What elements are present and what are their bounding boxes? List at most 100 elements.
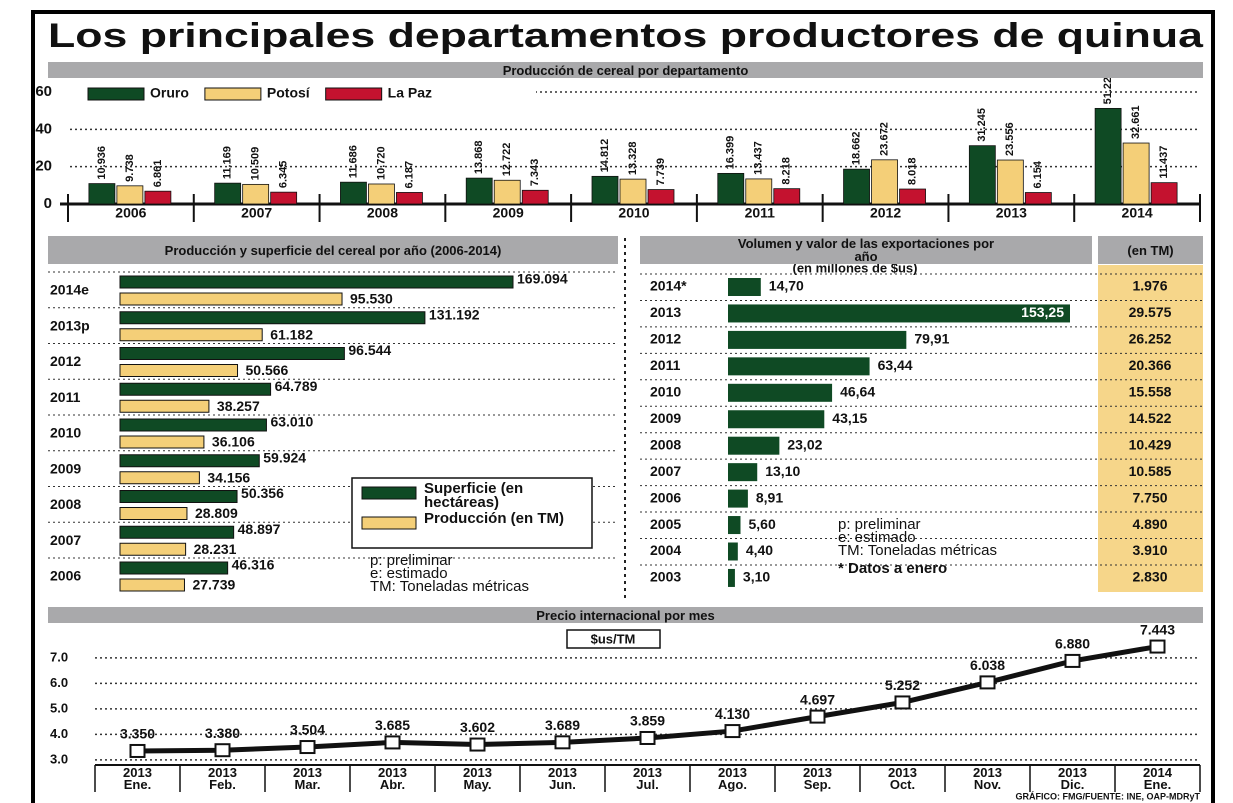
bar <box>728 278 761 296</box>
y-tick-label: 2010 <box>50 425 81 441</box>
value-label: 96.544 <box>348 342 391 358</box>
table-cell: 2.830 <box>1132 569 1167 585</box>
value-label: 6.880 <box>1055 636 1090 652</box>
x-tick-label: 2013 Mar. <box>293 765 322 792</box>
bar <box>745 178 773 205</box>
legend-label: Potosí <box>267 85 311 101</box>
source: GRÁFICO: FMG/FUENTE: INE, OAP-MDRyT <box>1016 791 1201 801</box>
bar <box>728 410 825 429</box>
marker <box>1064 653 1081 668</box>
value-label: 3.350 <box>120 726 155 742</box>
y-tick-label: 2006 <box>50 568 81 584</box>
value-label: 5.252 <box>885 677 920 693</box>
note: * Datos a enero <box>838 560 948 577</box>
value-label: 7.343 <box>529 159 541 187</box>
x-tick-label: 2011 <box>745 205 776 221</box>
value-label: 27.739 <box>192 577 235 593</box>
legend-swatch <box>361 486 417 500</box>
bar <box>119 578 185 592</box>
legend-swatch <box>204 87 262 101</box>
bar <box>728 357 870 376</box>
value-label: 63.010 <box>270 414 313 430</box>
value-label: 50.356 <box>241 485 284 501</box>
table-cell: 4.890 <box>1132 516 1167 532</box>
y-tick-label: 5.0 <box>50 700 68 715</box>
bar <box>728 436 780 455</box>
marker <box>809 709 826 724</box>
y-tick-label: 2004 <box>650 542 681 558</box>
value-label: 6.345 <box>278 161 290 189</box>
x-tick-label: 2013 Ago. <box>718 765 747 792</box>
bar <box>119 382 272 396</box>
table-cell: 15.558 <box>1129 384 1172 400</box>
table-cell: 29.575 <box>1129 304 1172 320</box>
bar <box>119 561 229 575</box>
bar <box>396 192 423 205</box>
x-tick-label: 2013 Dic. <box>1058 765 1087 792</box>
value-label: 4.697 <box>800 691 835 707</box>
value-label: 95.530 <box>350 291 393 307</box>
legend-swatch <box>87 87 145 101</box>
y-tick-label: 40 <box>35 120 52 137</box>
value-label: 31.245 <box>976 108 988 142</box>
bar <box>843 168 870 205</box>
value-label: 8.018 <box>906 158 918 186</box>
value-label: 7.739 <box>655 158 667 186</box>
value-label: 18.662 <box>850 132 862 166</box>
bar <box>521 189 549 205</box>
note: TM: Toneladas métricas <box>838 542 997 559</box>
bar <box>119 328 263 342</box>
value-label: 131.192 <box>429 306 480 322</box>
x-tick-label: 2008 <box>367 205 398 221</box>
marker <box>299 740 316 755</box>
value-label: 61.182 <box>270 326 313 342</box>
y-tick-label: 2007 <box>50 532 81 548</box>
bar <box>1094 107 1122 205</box>
y-tick-label: 2014* <box>650 278 687 294</box>
x-tick-label: 2009 <box>493 205 524 221</box>
marker <box>1149 639 1166 654</box>
marker <box>894 695 911 710</box>
y-tick-label: 2003 <box>650 569 681 585</box>
table-cell: 7.750 <box>1132 489 1167 505</box>
bar <box>119 542 187 556</box>
marker <box>639 730 656 745</box>
y-tick-label: 2011 <box>50 389 81 405</box>
marker <box>979 675 996 690</box>
bar <box>119 435 205 449</box>
y-tick-label: 4.0 <box>50 726 68 741</box>
section-header: Producción y superficie del cereal por a… <box>48 236 618 264</box>
value-label: 36.106 <box>212 434 255 450</box>
bar <box>1150 182 1178 205</box>
value-label: 14,70 <box>769 278 804 294</box>
bar <box>899 188 926 205</box>
table-column <box>1098 265 1203 592</box>
bar <box>119 275 514 289</box>
y-tick-label: 2013 <box>650 304 681 320</box>
bar <box>465 177 493 205</box>
bar <box>728 542 738 561</box>
y-tick-label: 2011 <box>650 357 681 373</box>
bar <box>728 383 833 402</box>
value-label: 8,91 <box>756 489 783 505</box>
bar <box>368 183 395 205</box>
value-label: 51.220 <box>1102 71 1114 105</box>
marker <box>554 735 571 750</box>
marker <box>724 724 741 739</box>
bar <box>728 516 741 535</box>
y-tick-label: 2008 <box>650 436 681 452</box>
bar <box>647 189 675 205</box>
y-axis-label: $us/TM <box>591 631 636 646</box>
bar <box>119 525 235 539</box>
value-label: 9.738 <box>124 154 136 182</box>
legend-swatch <box>325 87 383 101</box>
bar <box>116 185 144 205</box>
bar <box>119 471 200 485</box>
bar <box>728 304 1070 323</box>
y-tick-label: 2008 <box>50 496 81 512</box>
value-label: 23,02 <box>787 436 822 452</box>
value-label: 28.809 <box>195 505 238 521</box>
value-label: 46,64 <box>840 384 875 400</box>
value-label: 14.812 <box>599 139 611 173</box>
